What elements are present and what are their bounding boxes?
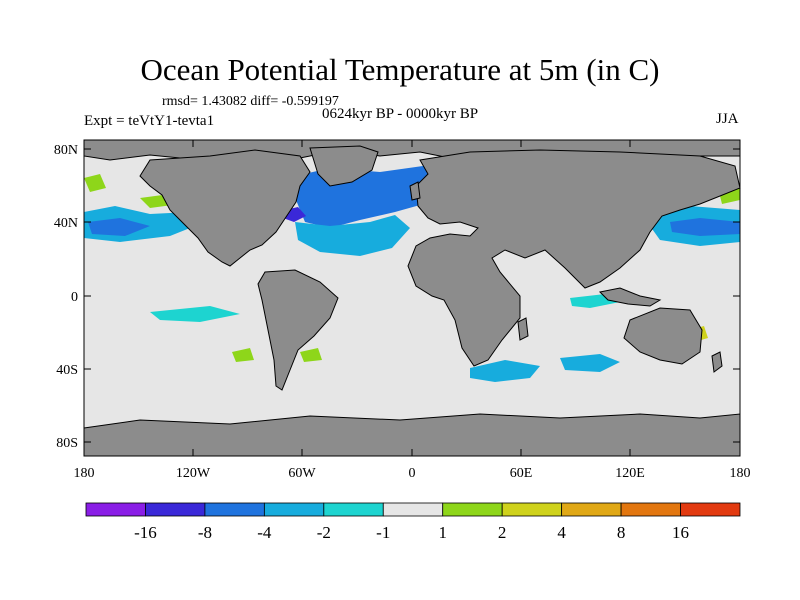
longitude-axis [83, 140, 741, 456]
map-panel: 80N 40N 0 40S 80S 180 120W 60W 0 60E [54, 139, 751, 481]
lon-label-0: 0 [409, 466, 416, 481]
colorbar-swatch [145, 502, 206, 517]
anomaly-south-pacific [150, 306, 240, 322]
colorbar-swatch [620, 502, 681, 517]
lat-label-40n: 40N [54, 216, 78, 231]
colorbar-swatch [204, 502, 265, 517]
season-label: JJA [716, 111, 739, 127]
colorbar-label: -8 [198, 523, 212, 542]
land-eurasia-africa [407, 149, 741, 367]
colorbar-swatch [442, 502, 503, 517]
colorbar-swatch [382, 502, 444, 517]
anomaly-southern-indian [560, 354, 620, 372]
map-title: Ocean Potential Temperature at 5m (in C) [140, 52, 660, 87]
latitude-axis [84, 148, 740, 443]
land-australia [623, 307, 703, 365]
land-indonesia [598, 287, 662, 307]
lat-label-0: 0 [71, 290, 78, 305]
rmsd-diff-stats: rmsd= 1.43082 diff= -0.599197 [162, 94, 339, 109]
lon-label-120w: 120W [176, 466, 211, 481]
colorbar-swatch [263, 502, 325, 517]
anomaly-warm-northwest-pacific [84, 174, 106, 192]
lon-label-60w: 60W [288, 466, 316, 481]
experiment-label: Expt = teVtY1-tevta1 [84, 113, 215, 129]
colorbar: -16 -8 -4 -2 -1 1 2 4 8 16 [85, 502, 741, 542]
colorbar-swatch [680, 502, 741, 517]
colorbar-label: -16 [134, 523, 157, 542]
land-masses [83, 139, 741, 457]
colorbar-label: -1 [376, 523, 390, 542]
land-north-america [139, 149, 311, 267]
longitude-labels: 180 120W 60W 0 60E 120E 180 [74, 466, 751, 481]
colorbar-swatch [323, 502, 384, 517]
lat-label-40s: 40S [56, 363, 78, 378]
colorbar-swatch [561, 502, 622, 517]
lon-label-180-east: 180 [730, 466, 751, 481]
colorbar-label: 1 [438, 523, 447, 542]
anomaly-atlantic-subtropics [295, 215, 410, 256]
lon-label-120e: 120E [615, 466, 645, 481]
anomaly-warm-south-pacific [232, 348, 254, 362]
colorbar-label: -4 [257, 523, 272, 542]
latitude-labels: 80N 40N 0 40S 80S [54, 143, 78, 451]
colorbar-label: 8 [617, 523, 626, 542]
lat-label-80n: 80N [54, 143, 78, 158]
land-new-zealand [711, 351, 723, 373]
colorbar-label: 2 [498, 523, 507, 542]
land-greenland [309, 145, 379, 187]
colorbar-label: 16 [672, 523, 689, 542]
anomaly-warm-south-atlantic [300, 348, 322, 362]
colorbar-swatch [501, 502, 563, 517]
anomaly-north-pacific-east-core [88, 218, 150, 236]
land-uk [409, 181, 421, 201]
lon-label-180-west: 180 [74, 466, 95, 481]
land-madagascar [517, 317, 529, 341]
land-south-america [257, 269, 339, 391]
lat-label-80s: 80S [56, 436, 78, 451]
colorbar-swatch [85, 502, 146, 517]
anomaly-north-pacific-west-core [670, 218, 740, 236]
time-period-label: 0624kyr BP - 0000kyr BP [322, 106, 479, 122]
colorbar-label: -2 [317, 523, 331, 542]
anomaly-southern-atlantic [470, 360, 540, 382]
colorbar-label: 4 [557, 523, 566, 542]
lon-label-60e: 60E [510, 466, 533, 481]
